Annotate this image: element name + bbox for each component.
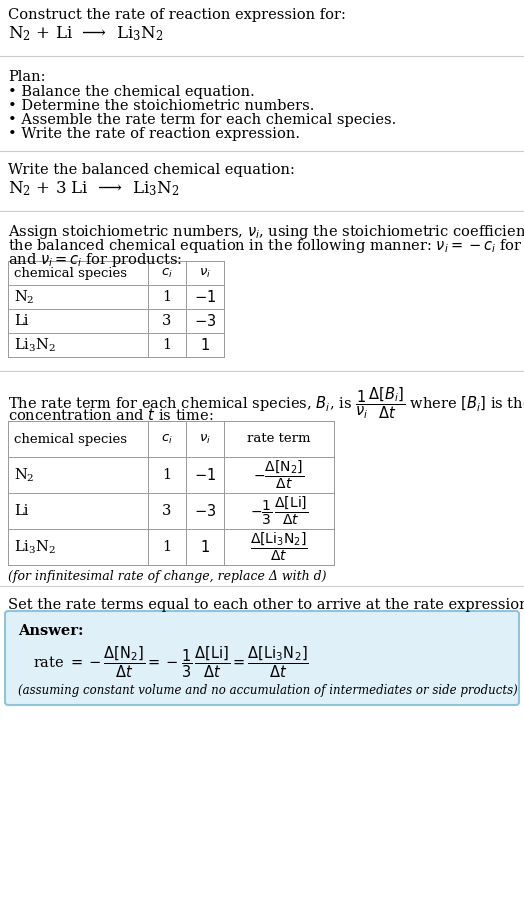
Text: the balanced chemical equation in the following manner: $\nu_i = -c_i$ for react: the balanced chemical equation in the fo… [8,237,524,255]
Text: (for infinitesimal rate of change, replace Δ with d): (for infinitesimal rate of change, repla… [8,570,326,583]
Text: $\nu_i$: $\nu_i$ [199,432,211,446]
Text: $-3$: $-3$ [194,503,216,519]
Text: Assign stoichiometric numbers, $\nu_i$, using the stoichiometric coefficients, $: Assign stoichiometric numbers, $\nu_i$, … [8,223,524,241]
Text: $\mathdefault{N_2}$ + 3 Li  ⟶  $\mathdefault{Li_3N_2}$: $\mathdefault{N_2}$ + 3 Li ⟶ $\mathdefau… [8,179,179,198]
Text: $\dfrac{\Delta[\mathrm{Li_3N_2}]}{\Delta t}$: $\dfrac{\Delta[\mathrm{Li_3N_2}]}{\Delta… [250,531,308,563]
Text: $-\dfrac{\Delta[\mathrm{N_2}]}{\Delta t}$: $-\dfrac{\Delta[\mathrm{N_2}]}{\Delta t}… [254,459,304,491]
Text: Li: Li [14,504,28,518]
Text: (assuming constant volume and no accumulation of intermediates or side products): (assuming constant volume and no accumul… [18,684,518,697]
Text: Set the rate terms equal to each other to arrive at the rate expression:: Set the rate terms equal to each other t… [8,598,524,612]
Text: $c_i$: $c_i$ [161,432,173,446]
Text: Write the balanced chemical equation:: Write the balanced chemical equation: [8,163,295,177]
Text: • Assemble the rate term for each chemical species.: • Assemble the rate term for each chemic… [8,113,396,127]
Text: 1: 1 [162,540,171,554]
Text: $-1$: $-1$ [194,289,216,305]
Text: chemical species: chemical species [14,432,127,446]
Text: and $\nu_i = c_i$ for products:: and $\nu_i = c_i$ for products: [8,251,182,269]
Text: $\nu_i$: $\nu_i$ [199,266,211,280]
Text: 3: 3 [162,504,172,518]
Text: $-1$: $-1$ [194,467,216,483]
Text: • Balance the chemical equation.: • Balance the chemical equation. [8,85,255,99]
Text: $\mathdefault{N_2}$: $\mathdefault{N_2}$ [14,467,35,484]
Text: 1: 1 [162,338,171,352]
Text: $1$: $1$ [200,539,210,555]
Text: $\mathdefault{N_2}$ + Li  ⟶  $\mathdefault{Li_3N_2}$: $\mathdefault{N_2}$ + Li ⟶ $\mathdefault… [8,24,163,43]
Text: rate term: rate term [247,432,311,446]
Text: Answer:: Answer: [18,624,83,638]
Text: $c_i$: $c_i$ [161,266,173,280]
Text: $-3$: $-3$ [194,313,216,329]
Text: The rate term for each chemical species, $B_i$, is $\dfrac{1}{\nu_i}\dfrac{\Delt: The rate term for each chemical species,… [8,385,524,420]
Text: Plan:: Plan: [8,70,46,84]
Text: 3: 3 [162,314,172,328]
Text: 1: 1 [162,468,171,482]
Text: $\mathdefault{N_2}$: $\mathdefault{N_2}$ [14,289,35,306]
Text: 1: 1 [162,290,171,304]
Text: $1$: $1$ [200,337,210,353]
Text: • Write the rate of reaction expression.: • Write the rate of reaction expression. [8,127,300,141]
Text: Li: Li [14,314,28,328]
Text: $-\dfrac{1}{3}\,\dfrac{\Delta[\mathrm{Li}]}{\Delta t}$: $-\dfrac{1}{3}\,\dfrac{\Delta[\mathrm{Li… [250,495,308,528]
Text: rate $= -\dfrac{\Delta[\mathrm{N_2}]}{\Delta t} = -\dfrac{1}{3}\,\dfrac{\Delta[\: rate $= -\dfrac{\Delta[\mathrm{N_2}]}{\D… [33,644,309,679]
Text: $\mathdefault{Li_3N_2}$: $\mathdefault{Li_3N_2}$ [14,538,56,556]
FancyBboxPatch shape [5,611,519,705]
Text: chemical species: chemical species [14,267,127,280]
Text: Construct the rate of reaction expression for:: Construct the rate of reaction expressio… [8,8,346,22]
Text: $\mathdefault{Li_3N_2}$: $\mathdefault{Li_3N_2}$ [14,336,56,354]
Text: • Determine the stoichiometric numbers.: • Determine the stoichiometric numbers. [8,99,314,113]
Text: concentration and $t$ is time:: concentration and $t$ is time: [8,407,213,423]
